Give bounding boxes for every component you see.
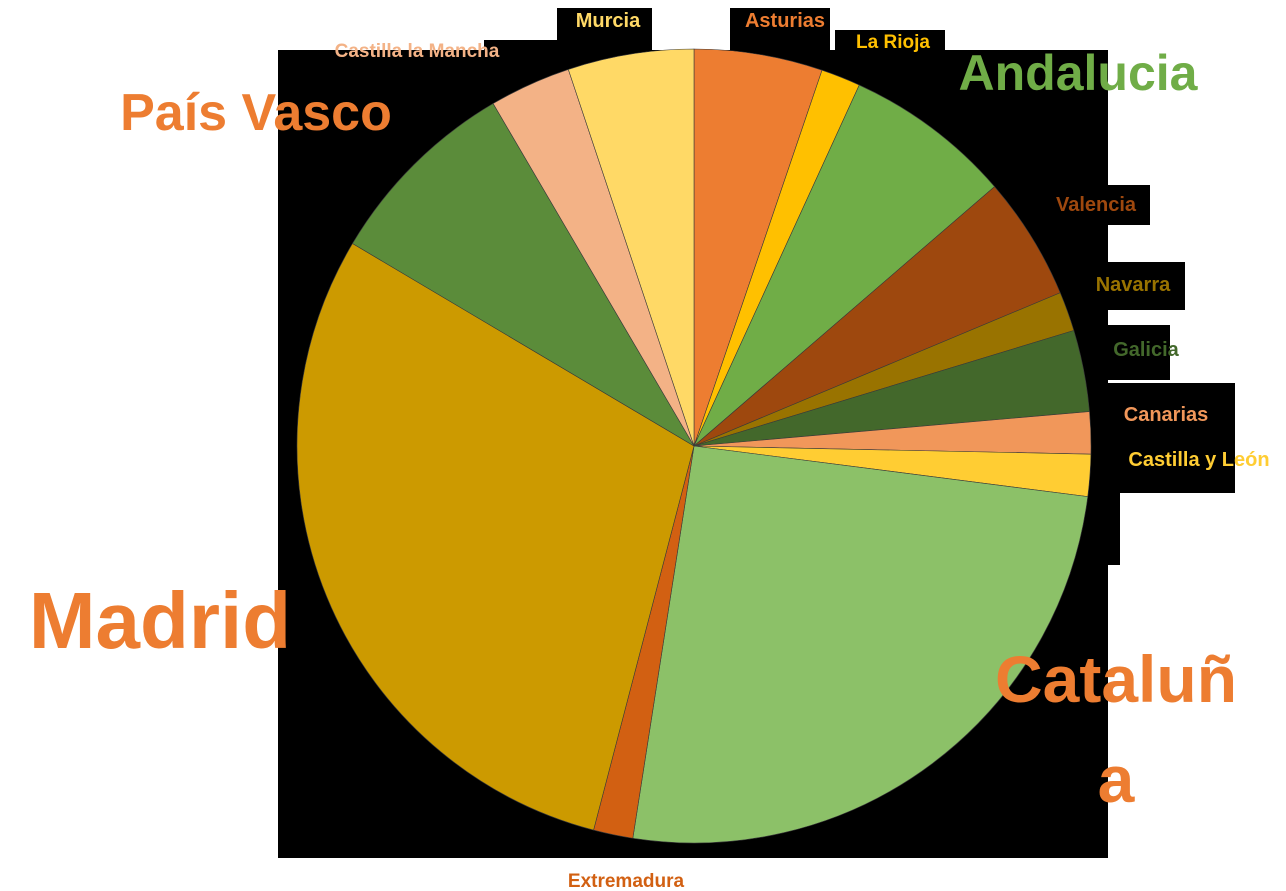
slice-label-asturias: Asturias	[745, 10, 825, 32]
slice-label-valencia: Valencia	[1056, 194, 1137, 216]
pie-slice-andalucia	[693, 84, 995, 447]
pie-slice-murcia	[567, 48, 695, 447]
slice-label-extremadura: Extremadura	[568, 871, 685, 891]
slice-label-madrid: Madrid	[29, 576, 291, 665]
pie-slice-madrid	[296, 243, 695, 831]
slice-label-cataluña: Cataluñ a	[995, 642, 1237, 816]
label-background	[1070, 262, 1185, 310]
label-background	[985, 65, 1100, 175]
label-background	[1040, 185, 1150, 225]
label-background	[1085, 383, 1235, 493]
slice-label-castilla-la-mancha: Castilla la Mancha	[335, 41, 500, 62]
label-background	[557, 8, 652, 50]
label-background	[1100, 493, 1120, 565]
slice-label-la-rioja: La Rioja	[856, 32, 930, 53]
slice-label-castilla-y-león: Castilla y León	[1128, 449, 1269, 471]
label-background	[340, 65, 485, 105]
label-background	[730, 8, 830, 50]
pie-slices	[296, 48, 1092, 844]
label-background	[835, 30, 945, 65]
slice-label-canarias: Canarias	[1124, 404, 1209, 426]
slice-label-andalucia: Andalucia	[959, 45, 1199, 101]
slice-label-galicia: Galicia	[1113, 339, 1179, 361]
slice-label-murcia: Murcia	[576, 10, 641, 32]
slice-label-navarra: Navarra	[1096, 274, 1171, 296]
label-background	[1080, 325, 1170, 380]
pie-slice-cataluña	[632, 445, 1089, 844]
label-background	[484, 40, 564, 60]
slice-label-país-vasco: País Vasco	[120, 84, 392, 142]
pie-slice-país-vasco	[352, 103, 695, 447]
slice-labels: Asturias La Rioja Andalucia Valencia Navarra…	[29, 10, 1270, 891]
